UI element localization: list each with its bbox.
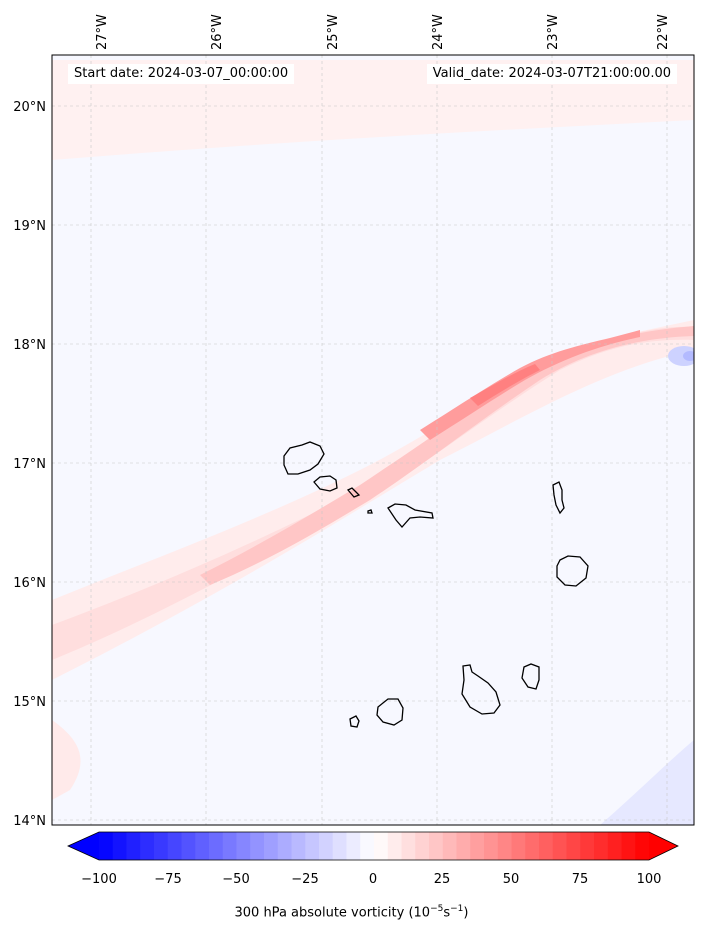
colorbar-segment <box>99 832 114 860</box>
island-santo-antao <box>283 441 325 475</box>
island-sao-nicolau <box>387 503 434 528</box>
colorbar-segment <box>126 832 141 860</box>
cbar-tick: −25 <box>291 872 318 887</box>
cbar-tick: 50 <box>503 872 520 887</box>
colorbar-segment <box>374 832 389 860</box>
colorbar-segment <box>154 832 169 860</box>
lat-label: 17°N <box>13 457 46 472</box>
cbar-tick: −75 <box>154 872 181 887</box>
colorbar-segment <box>305 832 320 860</box>
lat-label: 15°N <box>13 695 46 710</box>
coastlines <box>283 441 589 728</box>
colorbar-segment <box>401 832 416 860</box>
colorbar-segment <box>209 832 224 860</box>
colorbar-segment <box>484 832 499 860</box>
lat-label: 16°N <box>13 576 46 591</box>
colorbar-segment <box>181 832 196 860</box>
latitude-labels: 20°N 19°N 18°N 17°N 16°N 15°N 14°N <box>13 100 46 829</box>
cbar-tick: 25 <box>434 872 451 887</box>
lat-label: 20°N <box>13 100 46 115</box>
colorbar-segment <box>621 832 636 860</box>
island-santiago <box>461 664 501 715</box>
colorbar-segment <box>236 832 251 860</box>
colorbar-segment <box>497 832 512 860</box>
colorbar-segment <box>566 832 581 860</box>
cbar-tick: −100 <box>81 872 117 887</box>
colorbar-segment <box>360 832 375 860</box>
colorbar-segment <box>250 832 265 860</box>
colorbar-segment <box>415 832 430 860</box>
lon-label: 25°W <box>326 14 341 50</box>
colorbar-segment <box>291 832 306 860</box>
island-raso <box>367 509 373 514</box>
vorticity-field <box>52 55 694 825</box>
colorbar-label: 300 hPa absolute vorticity (10−5s−1) <box>234 904 469 921</box>
colorbar-outline <box>67 831 679 861</box>
start-date-label: Start date: 2024-03-07_00:00:00 <box>68 64 295 84</box>
cbar-tick: −50 <box>222 872 249 887</box>
lon-label: 22°W <box>656 14 671 50</box>
island-brava <box>349 715 360 728</box>
island-maio <box>521 663 540 690</box>
lon-label: 23°W <box>546 14 561 50</box>
lat-label: 14°N <box>13 814 46 829</box>
colorbar-segment <box>167 832 182 860</box>
colorbar-segment <box>140 832 155 860</box>
colorbar-segment <box>442 832 457 860</box>
island-boa-vista <box>556 555 589 587</box>
longitude-labels: 27°W 26°W 25°W 24°W 23°W 22°W <box>95 14 671 50</box>
colorbar-segment <box>635 832 650 860</box>
colorbar-segment <box>511 832 526 860</box>
lon-label: 24°W <box>431 14 446 50</box>
colorbar-max-extend <box>649 832 678 860</box>
colorbar-segment <box>277 832 292 860</box>
colorbar-segment <box>264 832 279 860</box>
cbar-tick: 75 <box>572 872 589 887</box>
colorbar-segment <box>594 832 609 860</box>
colorbar-segment <box>346 832 361 860</box>
cbar-tick: 100 <box>637 872 662 887</box>
island-sao-vicente <box>313 475 338 492</box>
colorbar-segment <box>456 832 471 860</box>
colorbar-segment <box>319 832 334 860</box>
colorbar-tick-labels: −100 −75 −50 −25 0 25 50 75 100 <box>81 872 661 887</box>
lat-label: 19°N <box>13 219 46 234</box>
colorbar-min-extend <box>68 832 99 860</box>
colorbar-segment <box>607 832 622 860</box>
lat-label: 18°N <box>13 338 46 353</box>
colorbar-segment <box>112 832 127 860</box>
colorbar <box>67 831 679 861</box>
colorbar-segment <box>429 832 444 860</box>
colorbar-segment <box>332 832 347 860</box>
colorbar-segment <box>195 832 210 860</box>
colorbar-segment <box>222 832 237 860</box>
graticule <box>52 55 694 825</box>
map-frame <box>51 54 695 826</box>
island-santa-luzia <box>346 487 361 498</box>
lon-label: 26°W <box>210 14 225 50</box>
island-sal <box>552 481 565 515</box>
colorbar-segment <box>552 832 567 860</box>
colorbar-segment <box>539 832 554 860</box>
lon-label: 27°W <box>95 14 110 50</box>
colorbar-segment <box>387 832 402 860</box>
colorbar-segment <box>580 832 595 860</box>
colorbar-segment <box>525 832 540 860</box>
colorbar-segment <box>470 832 485 860</box>
island-fogo <box>376 698 404 726</box>
valid-date-label: Valid_date: 2024-03-07T21:00:00.00 <box>426 64 677 84</box>
cbar-tick: 0 <box>369 872 377 887</box>
